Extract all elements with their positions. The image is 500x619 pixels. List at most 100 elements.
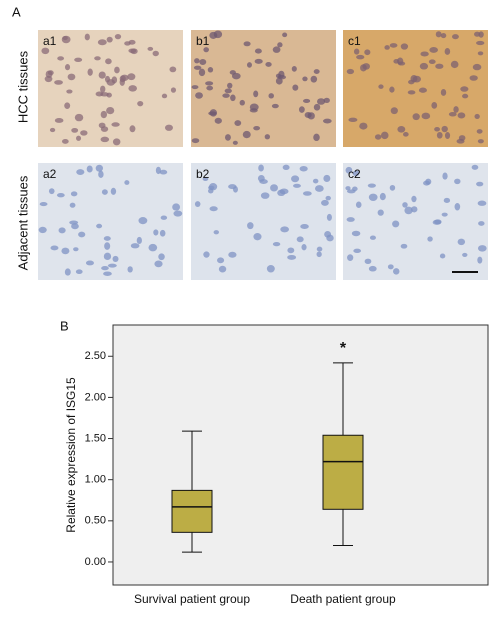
cell-nucleus <box>70 191 78 197</box>
cell-nucleus <box>291 65 297 72</box>
cell-nucleus <box>351 230 361 237</box>
cell-nucleus <box>421 112 431 120</box>
cell-nucleus <box>100 126 109 132</box>
cell-nucleus <box>392 220 400 228</box>
annotation: * <box>340 340 347 357</box>
cell-nucleus <box>380 131 389 140</box>
cell-nucleus <box>419 62 429 70</box>
cell-nucleus <box>114 33 122 40</box>
cell-nucleus <box>298 106 305 113</box>
cell-nucleus <box>191 138 200 144</box>
panel-label: A <box>12 4 21 19</box>
cell-nucleus <box>159 169 168 175</box>
cell-nucleus <box>106 36 113 43</box>
cell-nucleus <box>457 238 466 246</box>
cell-nucleus <box>57 56 65 61</box>
cell-nucleus <box>462 93 469 99</box>
cell-nucleus <box>316 98 326 105</box>
cell-nucleus <box>434 219 442 225</box>
cell-nucleus <box>441 125 448 133</box>
cell-nucleus <box>411 195 417 203</box>
y-tick-label: 0.00 <box>85 556 106 568</box>
cell-nucleus <box>453 106 459 113</box>
cell-nucleus <box>400 243 408 249</box>
cell-nucleus <box>442 172 448 180</box>
cell-nucleus <box>345 166 353 174</box>
cell-nucleus <box>478 31 484 38</box>
cell-nucleus <box>389 184 396 191</box>
cell-nucleus <box>369 235 376 240</box>
cell-nucleus <box>359 122 368 130</box>
cell-nucleus <box>441 212 448 217</box>
cell-nucleus <box>384 45 390 50</box>
cell-nucleus <box>448 112 457 117</box>
cell-nucleus <box>321 199 329 206</box>
cell-nucleus <box>194 201 201 207</box>
cell-nucleus <box>313 103 321 111</box>
cell-nucleus <box>279 188 289 195</box>
cell-nucleus <box>124 180 130 185</box>
cell-nucleus <box>94 56 101 61</box>
cell-nucleus <box>73 247 79 252</box>
cell-nucleus <box>128 85 138 92</box>
cell-nucleus <box>347 254 354 261</box>
cell-nucleus <box>356 54 365 60</box>
cell-nucleus <box>299 165 308 172</box>
cell-nucleus <box>203 251 210 258</box>
micrograph <box>38 163 183 280</box>
cell-nucleus <box>303 98 311 104</box>
cell-nucleus <box>67 73 76 81</box>
y-axis-title: Relative expression of ISG15 <box>64 377 78 533</box>
cell-nucleus <box>377 209 384 216</box>
cell-nucleus <box>71 127 79 133</box>
cell-nucleus <box>218 265 227 273</box>
cell-nucleus <box>97 39 107 46</box>
cell-nucleus <box>64 102 71 110</box>
row-label: Adjacent tissues <box>15 175 30 270</box>
cell-nucleus <box>429 47 438 53</box>
cell-nucleus <box>477 139 484 144</box>
cell-nucleus <box>397 126 406 133</box>
cell-nucleus <box>345 186 351 191</box>
cell-nucleus <box>439 253 446 259</box>
cell-nucleus <box>208 188 214 194</box>
cell-nucleus <box>296 236 304 243</box>
cell-nucleus <box>224 88 232 94</box>
cell-nucleus <box>460 86 469 92</box>
cell-nucleus <box>407 90 416 95</box>
cell-nucleus <box>49 127 56 133</box>
cell-nucleus <box>411 206 418 213</box>
cell-nucleus <box>38 226 47 234</box>
cell-nucleus <box>469 75 478 81</box>
cell-nucleus <box>325 195 331 201</box>
cell-nucleus <box>323 97 330 104</box>
cell-nucleus <box>158 253 165 261</box>
cell-nucleus <box>54 80 63 85</box>
cell-nucleus <box>268 93 274 99</box>
cell-nucleus <box>272 46 281 53</box>
cell-nucleus <box>103 271 112 276</box>
cell-nucleus <box>69 220 79 225</box>
cell-nucleus <box>202 176 209 182</box>
cell-nucleus <box>147 46 154 51</box>
cell-nucleus <box>326 213 332 221</box>
cell-nucleus <box>423 180 431 186</box>
cell-nucleus <box>474 113 480 119</box>
cell-nucleus <box>282 164 290 170</box>
cell-nucleus <box>302 76 308 82</box>
cell-nucleus <box>76 135 82 141</box>
cell-nucleus <box>478 221 485 226</box>
cell-nucleus <box>106 79 116 86</box>
cell-nucleus <box>243 41 251 47</box>
y-tick-label: 2.00 <box>85 391 106 403</box>
cell-nucleus <box>50 245 59 251</box>
cell-nucleus <box>476 129 483 134</box>
cell-nucleus <box>253 233 262 241</box>
cell-nucleus <box>234 120 242 126</box>
cell-nucleus <box>74 57 83 63</box>
cell-nucleus <box>454 178 461 185</box>
cell-nucleus <box>112 138 121 146</box>
cell-nucleus <box>346 217 355 222</box>
cell-nucleus <box>114 66 120 74</box>
cell-nucleus <box>301 244 307 251</box>
